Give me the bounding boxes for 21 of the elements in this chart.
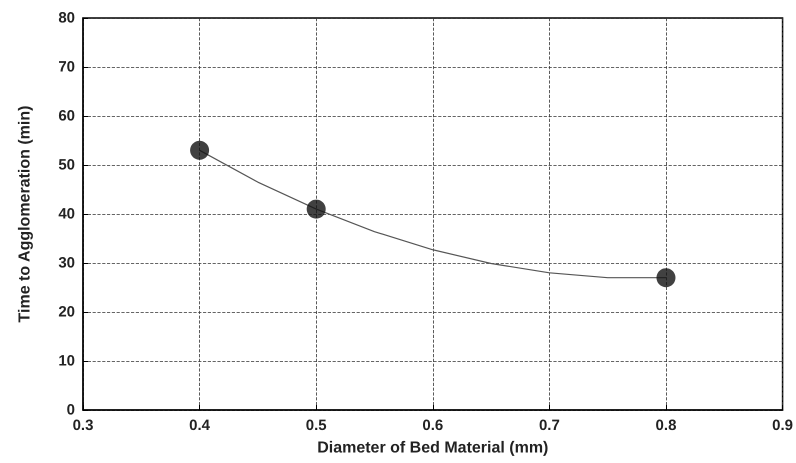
y-tick-label: 70 (58, 58, 75, 76)
x-axis-title: Diameter of Bed Material (mm) (317, 440, 548, 456)
point (656, 268, 676, 288)
y-tick-label: 0 (66, 402, 75, 418)
y-axis-title: Time to Agglomeration (min) (16, 106, 34, 322)
y-tick-label: 50 (58, 156, 75, 174)
x-tick-label: 0.4 (189, 417, 211, 434)
point (190, 140, 210, 160)
x-tick-label: 0.3 (72, 417, 94, 434)
x-tick-label: 0.9 (772, 417, 794, 434)
y-tick-label: 20 (58, 304, 75, 320)
x-tick-label: 0.6 (422, 417, 444, 434)
x-tick-label: 0.5 (306, 417, 327, 434)
point (306, 200, 326, 219)
x-tick-label: 0.8 (656, 417, 676, 434)
x-tick-label: 0.7 (538, 417, 560, 434)
y-tick-label: 40 (58, 206, 75, 222)
y-tick-label: 80 (58, 10, 75, 26)
y-tick-label: 60 (58, 108, 75, 124)
y-tick-label: 10 (58, 352, 75, 370)
y-tick-label: 30 (58, 254, 75, 272)
